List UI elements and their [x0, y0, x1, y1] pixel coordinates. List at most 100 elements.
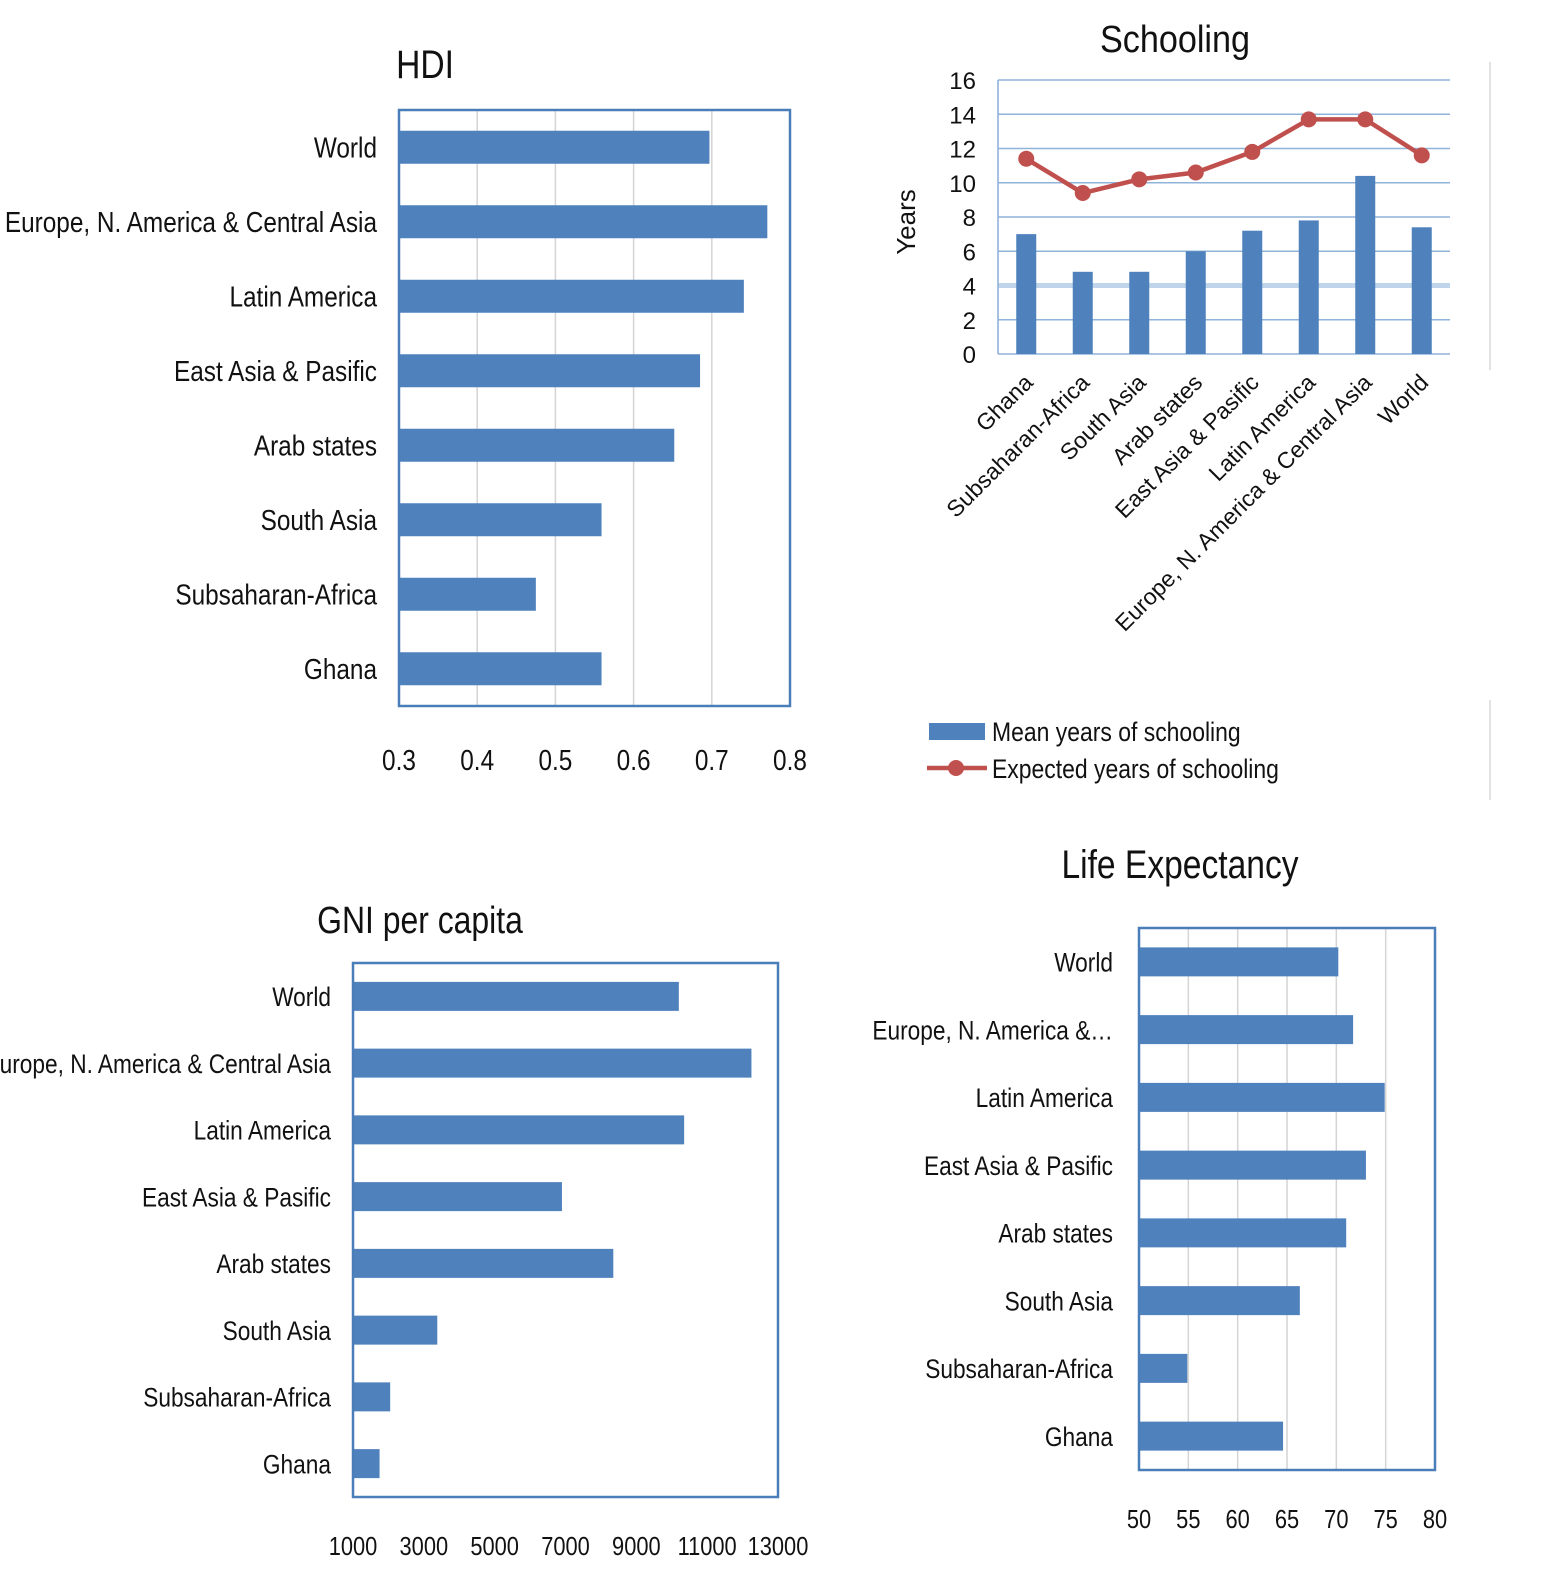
bar-world [1411, 227, 1432, 354]
legend-swatch-mean [929, 723, 985, 740]
x-tick-label: 1000 [329, 1532, 378, 1561]
bar-arab-states [353, 1248, 614, 1278]
expected-point-arab-states [1187, 164, 1204, 181]
category-label: World [314, 132, 377, 164]
x-tick-label: 3000 [400, 1532, 449, 1561]
x-tick-label: 0.8 [773, 744, 807, 776]
bar-east-asia-pasific [399, 354, 701, 388]
y-axis-label: Years [891, 189, 921, 255]
bar-ghana [353, 1449, 380, 1479]
x-tick-label: 75 [1374, 1505, 1398, 1534]
bar-subsaharan-africa [1139, 1353, 1188, 1383]
bar-south-asia [1139, 1286, 1300, 1316]
category-label: Europe, N. America & Central Asia [0, 1049, 331, 1079]
bar-arab-states [1185, 251, 1206, 354]
bar-subsaharan-africa [353, 1382, 391, 1412]
y-tick-label: 16 [949, 68, 976, 95]
plot-frame [1137, 926, 1437, 1472]
y-tick-label: 6 [963, 239, 976, 266]
gni-per-capita-chart: GNI per capita World Europe, N. America & … [0, 899, 808, 1561]
category-label: Latin America [976, 1083, 1113, 1113]
x-tick-label: 0.3 [382, 744, 416, 776]
x-tick-label: 9000 [612, 1532, 661, 1561]
x-tick-label: 7000 [541, 1532, 590, 1561]
category-label: World [272, 982, 331, 1012]
x-tick-label: 11000 [678, 1532, 737, 1561]
y-tick-label: 8 [963, 205, 976, 232]
bar-latin-america [1298, 220, 1319, 354]
x-tick-label: 65 [1275, 1505, 1299, 1534]
bar-europe-n-america-central-asia [353, 1048, 752, 1078]
y-tick-label: 10 [949, 171, 976, 198]
plot-frame [397, 108, 792, 708]
x-tick-label: 80 [1423, 1505, 1447, 1534]
y-tick-label: 0 [963, 342, 976, 369]
category-label: World [1054, 948, 1113, 978]
bar-europe-n-america [1139, 1015, 1354, 1045]
expected-point-europe-n-america-central-asia [1357, 111, 1374, 128]
x-category-label: World [1373, 369, 1434, 430]
legend-swatch-expected-marker [948, 760, 964, 776]
x-tick-label: 50 [1127, 1505, 1151, 1534]
category-label: Ghana [1045, 1422, 1113, 1452]
x-tick-label: 70 [1324, 1505, 1348, 1534]
y-tick-label: 12 [949, 137, 976, 164]
category-label: Subsaharan-Africa [175, 579, 377, 611]
legend-label-expected: Expected years of schooling [992, 754, 1279, 784]
category-label: Latin America [229, 281, 377, 313]
bar-ghana [399, 652, 602, 686]
chart-title: HDI [396, 42, 454, 86]
chart-title: Life Expectancy [1061, 842, 1299, 886]
bar-east-asia-pasific [1242, 230, 1263, 354]
plot-frame [351, 961, 780, 1499]
category-label: Ghana [263, 1450, 331, 1480]
x-tick-label: 0.4 [460, 744, 494, 776]
bar-latin-america [1139, 1082, 1385, 1112]
hdi-chart: HDI World Europe, N. America & Central Asi… [5, 42, 807, 776]
bar-europe-n-america-central-asia [1355, 175, 1376, 354]
bar-world [399, 130, 710, 164]
bar-south-asia [353, 1315, 438, 1345]
x-tick-label: 0.7 [695, 744, 729, 776]
bar-europe-n-america-central-asia [399, 205, 768, 239]
category-label: East Asia & Pasific [142, 1183, 331, 1213]
expected-point-east-asia-pasific [1244, 143, 1261, 160]
y-tick-label: 14 [949, 102, 976, 129]
life-expectancy-chart: Life Expectancy World Europe, N. America &… [872, 842, 1447, 1534]
category-label: East Asia & Pasific [924, 1151, 1113, 1181]
bar-latin-america [353, 1115, 685, 1145]
y-tick-label: 4 [963, 274, 976, 301]
expected-point-world [1413, 147, 1430, 164]
bar-subsaharan-africa [399, 577, 536, 611]
category-label: Arab states [254, 430, 377, 462]
bar-east-asia-pasific [1139, 1150, 1366, 1180]
category-label: Subsaharan-Africa [925, 1354, 1113, 1384]
bar-world [353, 981, 679, 1011]
x-tick-label: 13000 [748, 1532, 809, 1561]
bar-ghana [1016, 234, 1037, 354]
category-label: South Asia [223, 1316, 332, 1346]
category-label: Europe, N. America & Central Asia [5, 206, 377, 238]
expected-point-ghana [1018, 150, 1035, 167]
category-label: South Asia [1005, 1287, 1114, 1317]
category-label: South Asia [261, 504, 378, 536]
category-label: Arab states [216, 1249, 331, 1279]
bar-subsaharan-africa [1072, 271, 1093, 354]
chart-title: Schooling [1100, 17, 1250, 60]
legend-label-mean: Mean years of schooling [992, 717, 1241, 747]
category-label: Ghana [304, 653, 377, 685]
bar-south-asia [1129, 271, 1150, 354]
expected-point-latin-america [1300, 111, 1317, 128]
bar-latin-america [399, 279, 744, 313]
x-tick-label: 55 [1176, 1505, 1200, 1534]
category-label: Subsaharan-Africa [143, 1383, 331, 1413]
category-label: Europe, N. America &… [872, 1016, 1113, 1046]
bar-ghana [1139, 1421, 1284, 1451]
x-tick-label: 0.5 [538, 744, 572, 776]
expected-point-subsaharan-africa [1074, 185, 1091, 202]
category-label: Latin America [194, 1116, 331, 1146]
x-tick-label: 5000 [470, 1532, 519, 1561]
bar-east-asia-pasific [353, 1182, 562, 1212]
expected-point-south-asia [1131, 171, 1148, 188]
